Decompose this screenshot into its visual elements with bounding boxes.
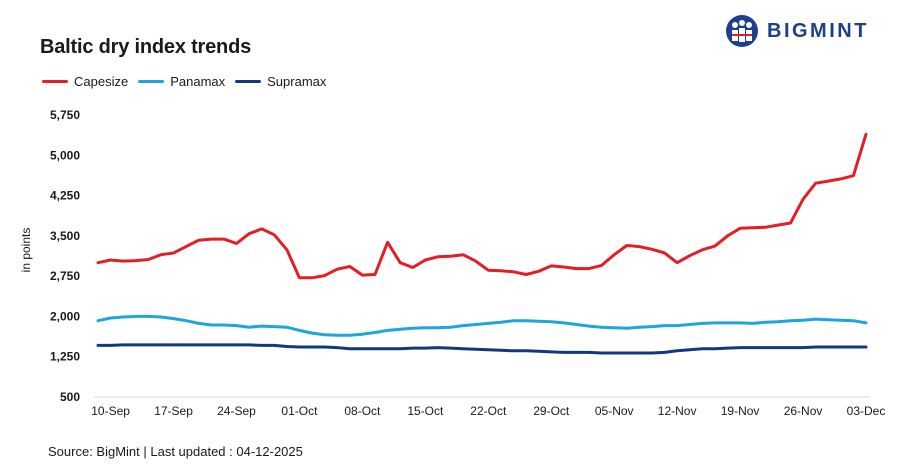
x-tick-label: 22-Oct	[470, 404, 507, 418]
x-tick-label: 17-Sep	[154, 404, 193, 418]
x-axis: 10-Sep 17-Sep 24-Sep 01-Oct 08-Oct 15-Oct 22-O…	[91, 404, 885, 418]
x-tick-label: 10-Sep	[91, 404, 130, 418]
legend-item-supramax: Supramax	[235, 74, 326, 89]
series-line-panamax	[96, 314, 868, 337]
y-tick-label: 1,250	[50, 350, 80, 364]
series-line-capesize	[96, 132, 868, 280]
series-line-supramax	[96, 343, 868, 355]
x-tick-label: 05-Nov	[595, 404, 634, 418]
x-tick-label: 26-Nov	[784, 404, 823, 418]
y-axis-label: in points	[19, 228, 33, 273]
x-tick-label: 29-Oct	[533, 404, 570, 418]
bigmint-logo: BIGMINT	[725, 14, 869, 48]
legend-swatch-capesize	[42, 80, 68, 83]
x-tick-label: 08-Oct	[344, 404, 381, 418]
y-tick-label: 2,750	[50, 269, 80, 283]
x-tick-label: 15-Oct	[407, 404, 444, 418]
chart-title: Baltic dry index trends	[40, 36, 252, 58]
x-tick-label: 01-Oct	[281, 404, 318, 418]
y-tick-label: 5,750	[50, 108, 80, 122]
y-tick-label: 3,500	[50, 229, 80, 243]
y-tick-label: 2,000	[50, 309, 80, 323]
x-tick-label: 24-Sep	[217, 404, 256, 418]
y-tick-label: 4,250	[50, 189, 80, 203]
x-tick-label: 12-Nov	[658, 404, 697, 418]
bigmint-logo-icon	[726, 15, 758, 47]
y-axis: 500 1,250 2,000 2,750 3,500 4,250 5,000 5,750	[50, 108, 80, 404]
legend-label-panamax: Panamax	[170, 74, 226, 89]
chart-series	[96, 132, 868, 355]
chart-legend: Capesize Panamax Supramax	[42, 74, 326, 89]
legend-label-capesize: Capesize	[74, 74, 129, 89]
legend-swatch-panamax	[138, 80, 165, 83]
legend-label-supramax: Supramax	[267, 74, 327, 89]
legend-item-capesize: Capesize	[42, 74, 128, 89]
legend-item-panamax: Panamax	[138, 74, 225, 89]
bigmint-logo-text: BIGMINT	[767, 19, 869, 42]
y-tick-label: 5,000	[50, 148, 80, 162]
legend-swatch-supramax	[235, 80, 262, 83]
x-tick-label: 03-Dec	[847, 404, 886, 418]
y-tick-label: 500	[60, 390, 80, 404]
x-tick-label: 19-Nov	[721, 404, 760, 418]
source-note: Source: BigMint | Last updated : 04-12-2…	[48, 444, 303, 459]
